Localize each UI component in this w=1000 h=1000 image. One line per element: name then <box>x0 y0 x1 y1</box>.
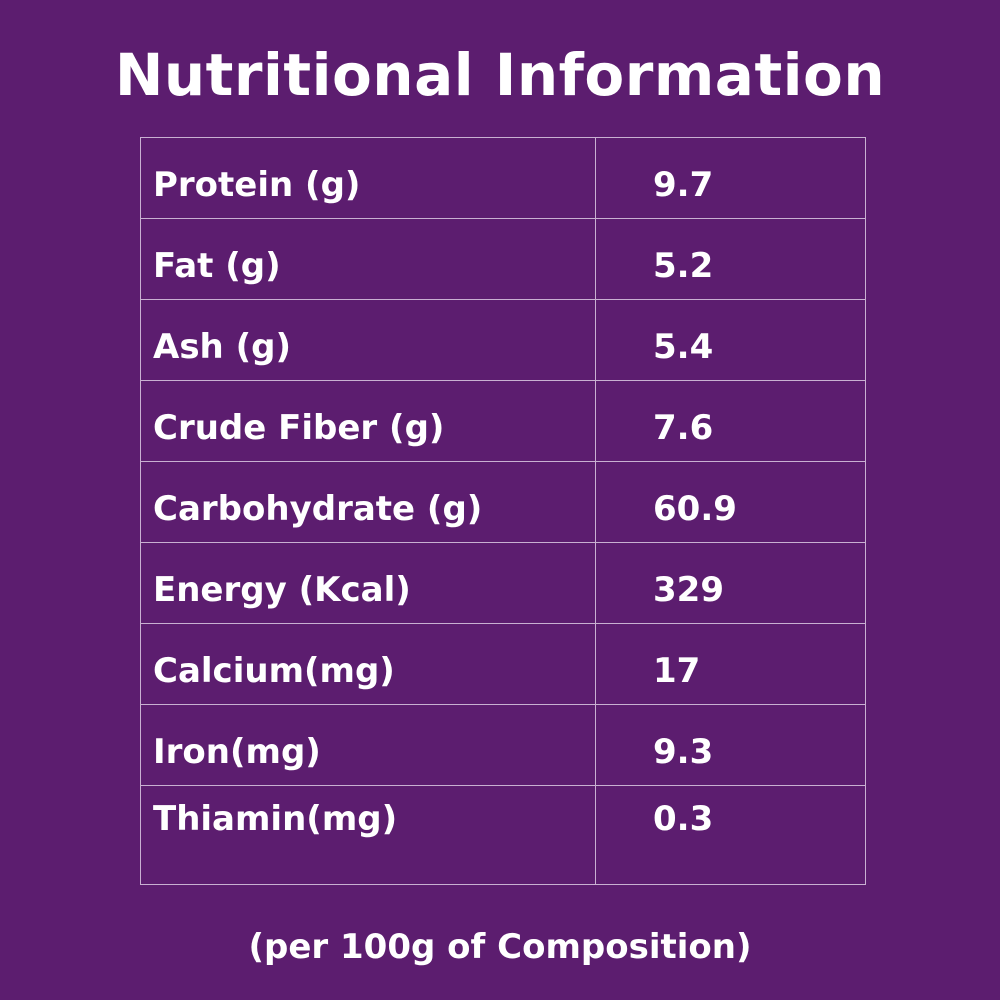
table-row: Fat (g) 5.2 <box>140 218 866 300</box>
nutrient-value: 7.6 <box>595 380 866 462</box>
nutrient-label: Carbohydrate (g) <box>140 461 596 543</box>
nutrient-label: Ash (g) <box>140 299 596 381</box>
table-row: Ash (g) 5.4 <box>140 299 866 381</box>
nutrient-label: Iron(mg) <box>140 704 596 786</box>
nutrient-value: 5.4 <box>595 299 866 381</box>
table-row: Crude Fiber (g) 7.6 <box>140 380 866 462</box>
table-row: Protein (g) 9.7 <box>140 137 866 219</box>
nutrient-value: 17 <box>595 623 866 705</box>
nutrient-label: Calcium(mg) <box>140 623 596 705</box>
nutrient-label: Energy (Kcal) <box>140 542 596 624</box>
nutrient-value: 60.9 <box>595 461 866 543</box>
nutrient-value: 9.7 <box>595 137 866 219</box>
nutrient-label: Fat (g) <box>140 218 596 300</box>
table-row: Calcium(mg) 17 <box>140 623 866 705</box>
table-row: Thiamin(mg) 0.3 <box>140 785 866 885</box>
table-row: Carbohydrate (g) 60.9 <box>140 461 866 543</box>
nutrition-table: Protein (g) 9.7 Fat (g) 5.2 Ash (g) 5.4 … <box>140 137 866 885</box>
nutrient-label: Crude Fiber (g) <box>140 380 596 462</box>
nutrient-value: 5.2 <box>595 218 866 300</box>
nutrient-value: 9.3 <box>595 704 866 786</box>
table-row: Energy (Kcal) 329 <box>140 542 866 624</box>
footnote: (per 100g of Composition) <box>248 927 752 967</box>
table-row: Iron(mg) 9.3 <box>140 704 866 786</box>
nutrient-value: 329 <box>595 542 866 624</box>
nutrient-label: Protein (g) <box>140 137 596 219</box>
page-title: Nutritional Information <box>114 41 886 109</box>
nutrient-value: 0.3 <box>595 785 866 885</box>
nutrient-label: Thiamin(mg) <box>140 785 596 885</box>
